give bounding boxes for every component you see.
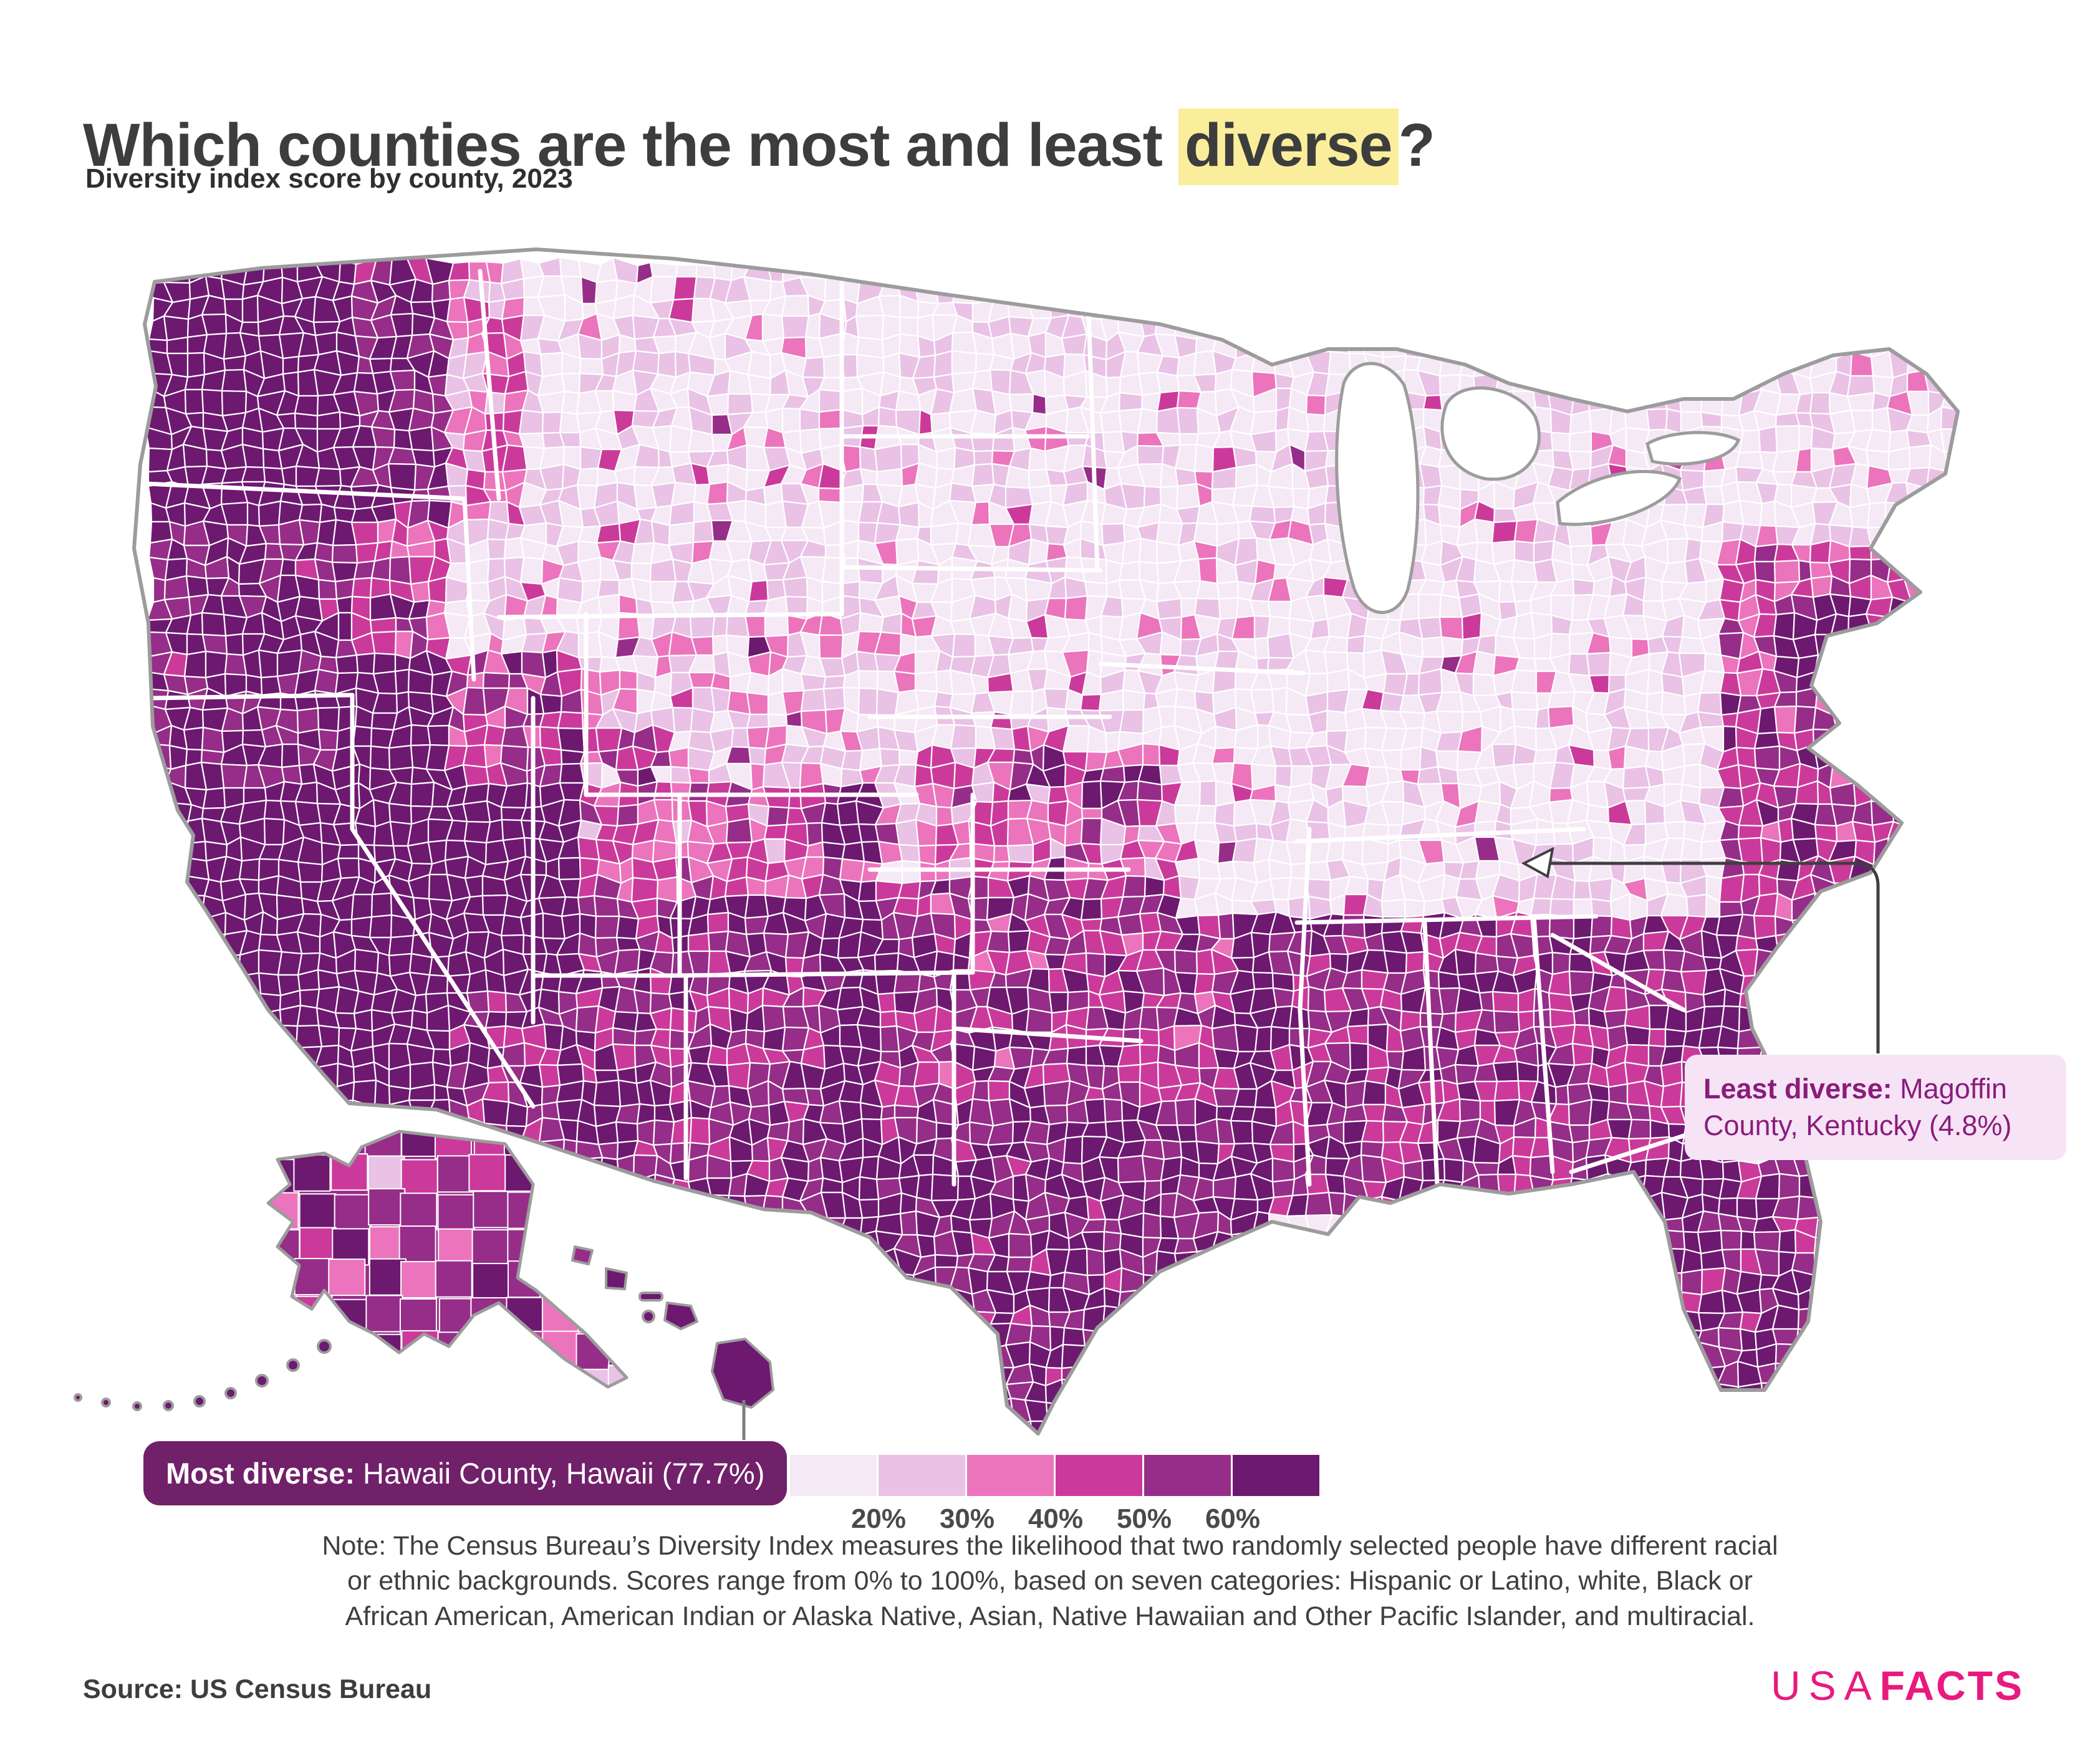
alaska-mosaic <box>268 1131 627 1387</box>
legend-label-row: 20% 30% 40% 50% 60% <box>790 1504 1321 1538</box>
color-scale-legend: 20% 30% 40% 50% 60% <box>790 1455 1321 1538</box>
least-diverse-label: Least diverse: <box>1703 1073 1892 1105</box>
hawaii-big-island <box>711 1338 774 1409</box>
footnote-line-3: African American, American Indian or Ala… <box>345 1601 1755 1631</box>
legend-swatch-6 <box>1233 1455 1319 1496</box>
page-subtitle: Diversity index score by county, 2023 <box>85 163 573 194</box>
legend-tick-40: 40% <box>1028 1504 1084 1534</box>
least-diverse-text: Magoffin County, Kentucky (4.8%) <box>1703 1073 2012 1141</box>
alaska-outline <box>266 1129 629 1389</box>
great-lakes <box>1335 362 1741 614</box>
source-credit: Source: US Census Bureau <box>83 1674 432 1704</box>
most-diverse-label: Most diverse: <box>166 1457 355 1490</box>
footnote-line-2: or ethnic backgrounds. Scores range from… <box>347 1566 1753 1596</box>
page-title: Which counties are the most and least di… <box>83 108 1435 185</box>
least-diverse-arrowhead <box>1521 847 1554 879</box>
least-diverse-callout: Least diverse: Magoffin County, Kentucky… <box>1685 1055 2066 1160</box>
page-title-before: Which counties are the most and least <box>83 110 1178 179</box>
usafacts-logo-facts: FACTS <box>1879 1662 2024 1709</box>
most-diverse-text: Hawaii County, Hawaii (77.7%) <box>354 1457 765 1490</box>
usafacts-logo-usa: USA <box>1770 1662 1880 1709</box>
legend-swatch-row <box>790 1455 1321 1496</box>
legend-swatch-4 <box>1056 1455 1142 1496</box>
state-borders <box>134 269 1748 1187</box>
lake-huron <box>1440 386 1541 481</box>
us-outline <box>132 247 1960 1436</box>
aleutian-islands <box>74 1339 332 1411</box>
page-title-after: ? <box>1398 110 1435 179</box>
footnote-line-1: Note: The Census Bureau’s Diversity Inde… <box>322 1531 1778 1561</box>
lake-michigan <box>1335 362 1420 614</box>
lake-erie <box>1556 470 1682 526</box>
most-diverse-callout: Most diverse: Hawaii County, Hawaii (77.… <box>143 1441 788 1505</box>
usafacts-logo: USAFACTS <box>1771 1662 2024 1709</box>
legend-tick-20: 20% <box>850 1504 907 1534</box>
footnote: Note: The Census Bureau’s Diversity Inde… <box>264 1528 1836 1634</box>
page-title-highlight: diverse <box>1178 108 1399 185</box>
legend-swatch-3 <box>967 1455 1054 1496</box>
legend-tick-30: 30% <box>939 1504 995 1534</box>
lake-ontario <box>1645 431 1741 466</box>
least-diverse-connector <box>1535 861 1880 1053</box>
legend-swatch-1 <box>790 1455 877 1496</box>
hawaii-islands <box>571 1245 774 1409</box>
legend-tick-50: 50% <box>1116 1504 1172 1534</box>
legend-swatch-5 <box>1144 1455 1231 1496</box>
legend-tick-60: 60% <box>1205 1504 1261 1534</box>
legend-swatch-2 <box>879 1455 965 1496</box>
